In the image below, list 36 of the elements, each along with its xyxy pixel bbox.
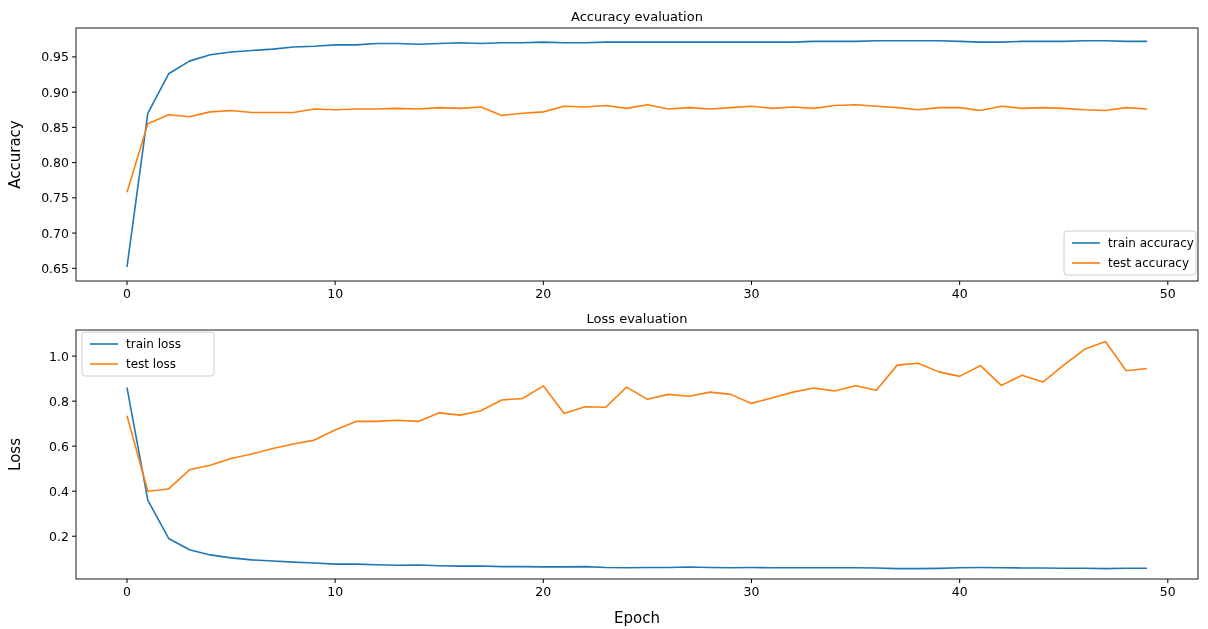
x-tick-label: 50 bbox=[1159, 584, 1176, 599]
x-tick-label: 30 bbox=[743, 584, 760, 599]
legend-label: test loss bbox=[126, 357, 177, 371]
y-tick-label: 0.70 bbox=[41, 225, 70, 241]
legend-label: train accuracy bbox=[1108, 236, 1194, 250]
y-tick-label: 0.80 bbox=[41, 155, 70, 171]
y-tick-label: 0.85 bbox=[41, 119, 69, 135]
y-tick-label: 0.2 bbox=[49, 528, 69, 544]
x-tick-label: 0 bbox=[123, 584, 132, 599]
x-tick-label: 40 bbox=[951, 584, 968, 599]
y-axis-title: Loss bbox=[6, 437, 24, 471]
y-tick-label: 0.65 bbox=[41, 260, 69, 276]
y-tick-label: 1.0 bbox=[49, 348, 70, 364]
x-tick-label: 20 bbox=[535, 286, 552, 301]
y-tick-label: 0.95 bbox=[41, 49, 69, 65]
x-tick-label: 10 bbox=[327, 286, 344, 301]
x-tick-label: 20 bbox=[535, 584, 552, 599]
x-tick-label: 10 bbox=[327, 584, 344, 599]
chart-title: Loss evaluation bbox=[586, 311, 688, 326]
x-axis-title: Epoch bbox=[614, 609, 660, 627]
y-axis-title: Accuracy bbox=[6, 120, 24, 189]
x-tick-label: 30 bbox=[743, 286, 760, 301]
x-tick-label: 40 bbox=[951, 286, 968, 301]
legend-label: train loss bbox=[126, 337, 181, 351]
y-tick-label: 0.6 bbox=[49, 438, 70, 454]
line-series bbox=[126, 104, 1148, 193]
y-tick-label: 0.75 bbox=[41, 190, 69, 206]
legend-label: test accuracy bbox=[1108, 256, 1189, 270]
y-tick-label: 0.8 bbox=[49, 393, 70, 409]
chart-title: Accuracy evaluation bbox=[571, 9, 703, 24]
y-tick-label: 0.90 bbox=[41, 84, 70, 100]
x-tick-label: 0 bbox=[123, 286, 132, 301]
line-series bbox=[126, 386, 1148, 570]
x-tick-label: 50 bbox=[1159, 286, 1176, 301]
line-series bbox=[126, 340, 1148, 492]
y-tick-label: 0.4 bbox=[49, 483, 70, 499]
